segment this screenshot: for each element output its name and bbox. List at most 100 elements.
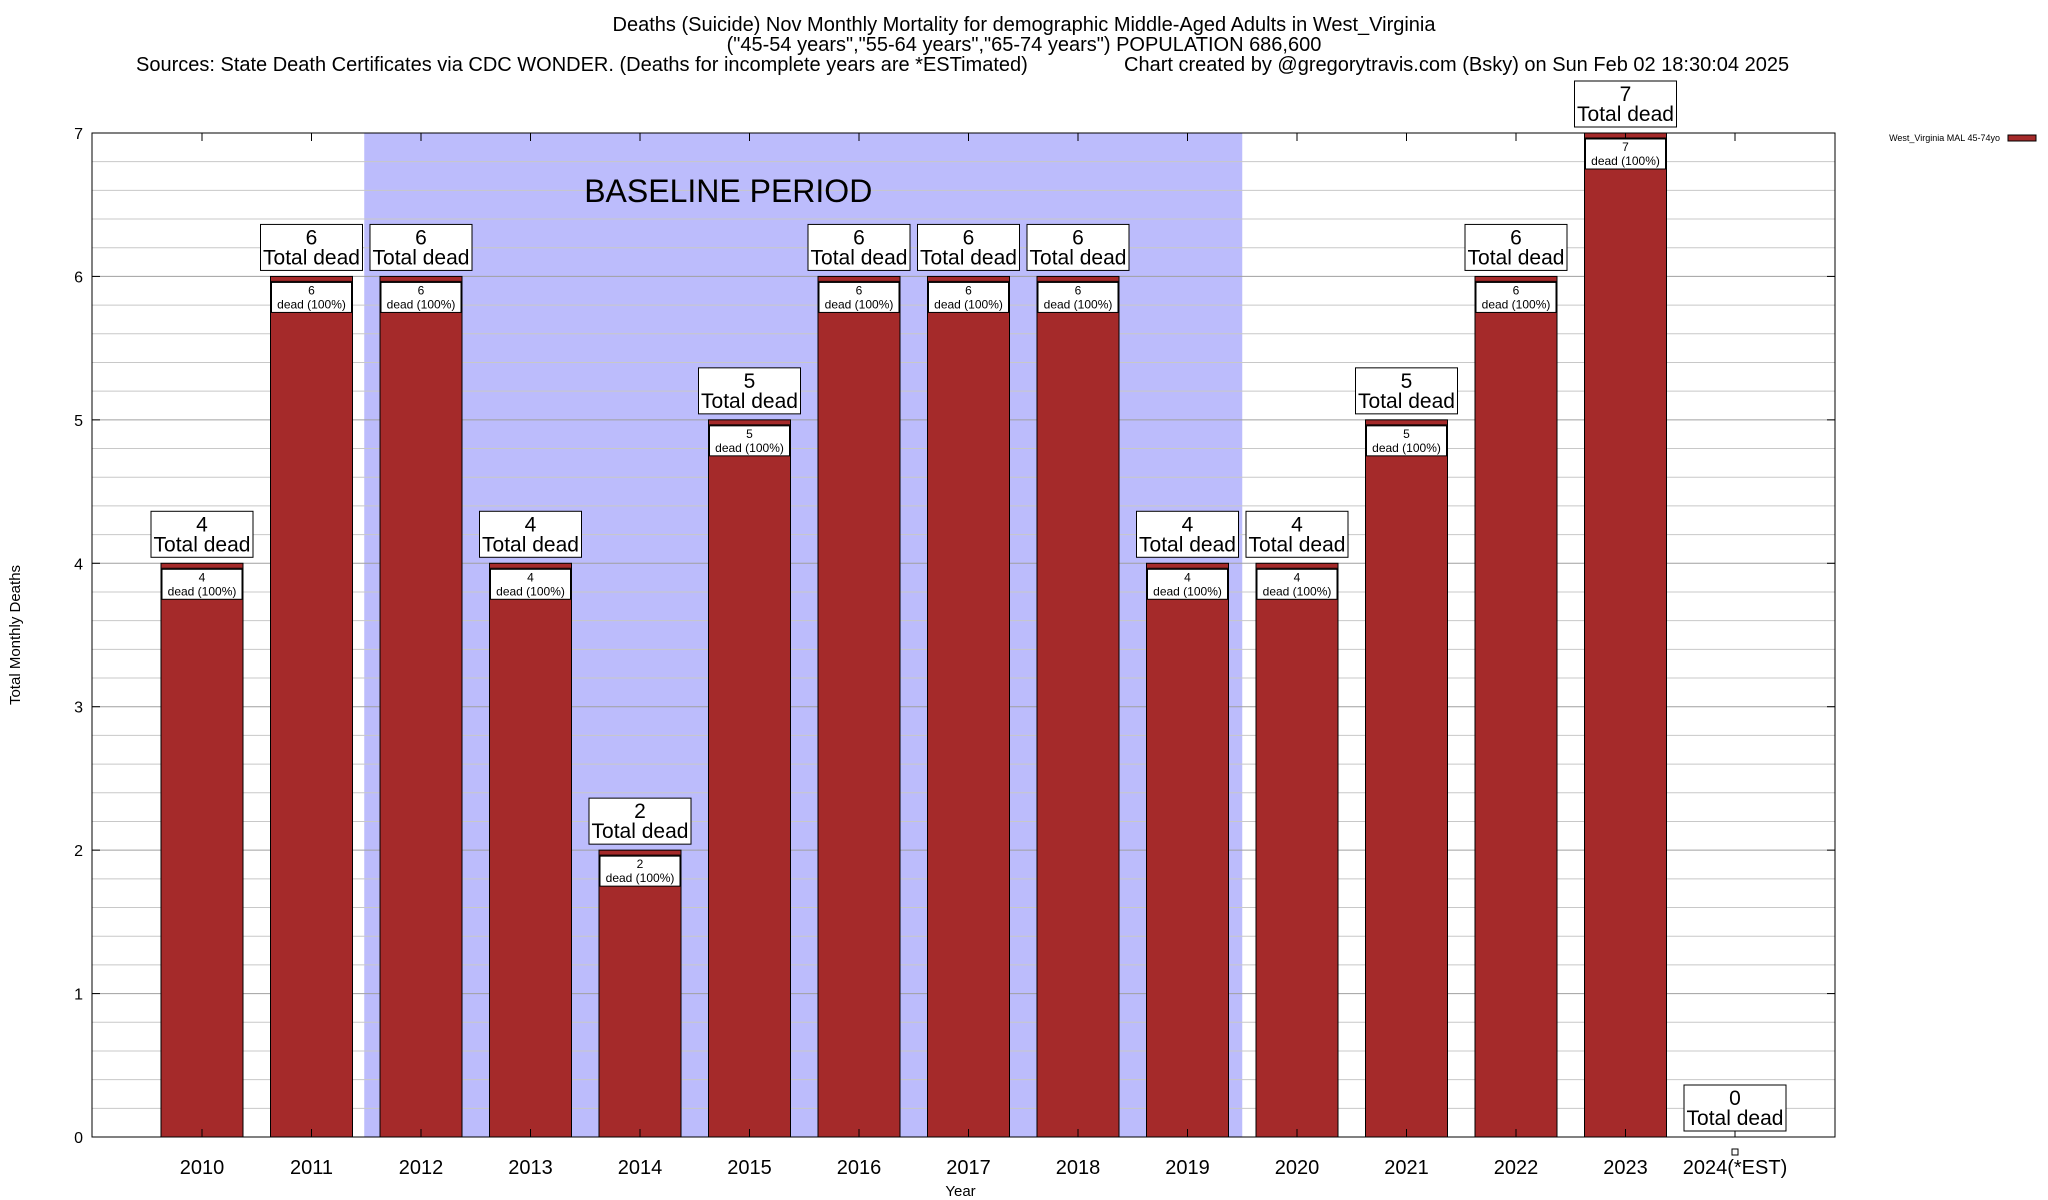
inner-count-label: 4 bbox=[1294, 570, 1301, 584]
total-dead-label: Total dead bbox=[482, 533, 579, 556]
y-tick-label: 6 bbox=[74, 269, 83, 286]
y-tick-label: 4 bbox=[74, 556, 83, 573]
inner-count-label: 4 bbox=[199, 570, 206, 584]
inner-percent-label: dead (100%) bbox=[1263, 584, 1332, 598]
inner-count-label: 6 bbox=[1513, 283, 1520, 297]
inner-percent-label: dead (100%) bbox=[1591, 154, 1660, 168]
y-tick-label: 2 bbox=[74, 843, 83, 860]
y-axis-title: Total Monthly Deaths bbox=[7, 565, 24, 705]
total-value-label: 4 bbox=[196, 513, 208, 536]
x-tick-label: 2015 bbox=[727, 1157, 772, 1179]
total-dead-label: Total dead bbox=[1249, 533, 1346, 556]
bar-2019 bbox=[1146, 562, 1229, 1138]
total-dead-label: Total dead bbox=[701, 390, 798, 413]
inner-count-label: 6 bbox=[418, 283, 425, 297]
total-label-box bbox=[807, 223, 911, 271]
bar-2022 bbox=[1474, 275, 1558, 1138]
inner-label-box bbox=[161, 568, 243, 600]
x-tick-label: 2014 bbox=[618, 1157, 663, 1179]
total-dead-label: Total dead bbox=[1030, 246, 1127, 269]
total-label-box bbox=[1245, 510, 1349, 558]
total-value-label: 4 bbox=[1182, 513, 1194, 536]
inner-label-box bbox=[599, 855, 681, 887]
inner-percent-label: dead (100%) bbox=[387, 297, 456, 311]
inner-percent-label: dead (100%) bbox=[1153, 584, 1222, 598]
total-value-label: 6 bbox=[415, 226, 427, 249]
bar-2010 bbox=[160, 562, 244, 1138]
total-value-label: 6 bbox=[963, 226, 975, 249]
inner-percent-label: dead (100%) bbox=[715, 441, 784, 455]
x-tick-label: 2018 bbox=[1056, 1157, 1101, 1179]
total-label-box bbox=[1026, 223, 1130, 271]
inner-count-label: 6 bbox=[965, 283, 972, 297]
inner-label-box bbox=[490, 568, 571, 600]
inner-count-label: 5 bbox=[1403, 427, 1410, 441]
x-axis-title: Year bbox=[945, 1183, 975, 1200]
inner-count-label: 6 bbox=[856, 283, 863, 297]
x-tick-label: 2023 bbox=[1603, 1157, 1648, 1179]
total-value-label: 5 bbox=[1401, 370, 1413, 393]
x-tick-label: 2016 bbox=[837, 1157, 882, 1179]
total-value-label: 7 bbox=[1620, 83, 1632, 106]
x-tick-label: 2010 bbox=[180, 1157, 225, 1179]
inner-label-box bbox=[380, 281, 462, 313]
total-dead-label: Total dead bbox=[1577, 103, 1674, 126]
y-tick-label: 7 bbox=[74, 126, 83, 143]
total-value-label: 4 bbox=[1291, 513, 1303, 536]
inner-label-box bbox=[1585, 138, 1666, 170]
inner-label-box bbox=[1256, 568, 1338, 600]
x-tick-label: 2020 bbox=[1275, 1157, 1320, 1179]
inner-percent-label: dead (100%) bbox=[1372, 441, 1441, 455]
x-tick-label: 2019 bbox=[1165, 1157, 1210, 1179]
y-tick-label: 0 bbox=[74, 1130, 83, 1147]
x-tick-label: 2024(*EST) bbox=[1683, 1157, 1788, 1179]
inner-label-box bbox=[928, 281, 1009, 313]
inner-percent-label: dead (100%) bbox=[606, 871, 675, 885]
total-value-label: 4 bbox=[525, 513, 537, 536]
total-value-label: 6 bbox=[1510, 226, 1522, 249]
x-tick-label: 2013 bbox=[508, 1157, 553, 1179]
bar-2020 bbox=[1255, 562, 1339, 1138]
inner-label-box bbox=[1475, 281, 1557, 313]
inner-label-box bbox=[709, 425, 790, 457]
x-tick-label: 2011 bbox=[290, 1157, 333, 1179]
y-tick-label: 5 bbox=[74, 413, 83, 430]
chart-credit-note: Chart created by @gregorytravis.com (Bsk… bbox=[1124, 54, 1790, 76]
total-dead-label: Total dead bbox=[154, 533, 251, 556]
chart-title-line-1: Deaths (Suicide) Nov Monthly Mortality f… bbox=[612, 14, 1436, 36]
legend-label: West_Virginia MAL 45-74yo bbox=[1889, 133, 2000, 143]
bar-2012 bbox=[379, 275, 463, 1138]
inner-percent-label: dead (100%) bbox=[1044, 297, 1113, 311]
inner-percent-label: dead (100%) bbox=[825, 297, 894, 311]
inner-label-box bbox=[818, 281, 900, 313]
inner-percent-label: dead (100%) bbox=[168, 584, 237, 598]
total-label-box bbox=[260, 223, 363, 271]
inner-label-box bbox=[1366, 425, 1447, 457]
total-label-box bbox=[1136, 510, 1239, 558]
inner-count-label: 5 bbox=[746, 427, 753, 441]
bar-2021 bbox=[1365, 419, 1448, 1138]
zero-value-marker bbox=[1731, 1148, 1739, 1156]
total-label-box bbox=[369, 223, 473, 271]
y-tick-label: 3 bbox=[74, 700, 83, 717]
bar-2023 bbox=[1584, 132, 1667, 1138]
bar-2016 bbox=[817, 275, 901, 1138]
plot-frame bbox=[91, 132, 1836, 1138]
total-value-label: 6 bbox=[306, 226, 318, 249]
total-value-label: 5 bbox=[744, 370, 756, 393]
inner-label-box bbox=[271, 281, 352, 313]
total-value-label: 0 bbox=[1729, 1087, 1741, 1110]
bar-2017 bbox=[927, 275, 1010, 1138]
total-dead-label: Total dead bbox=[592, 820, 689, 843]
baseline-period-label: BASELINE PERIOD bbox=[584, 173, 872, 209]
bar-2011 bbox=[270, 275, 353, 1138]
total-dead-label: Total dead bbox=[920, 246, 1017, 269]
total-dead-label: Total dead bbox=[263, 246, 360, 269]
inner-percent-label: dead (100%) bbox=[277, 297, 346, 311]
chart-title-line-2: ("45-54 years","55-64 years","65-74 year… bbox=[726, 34, 1322, 56]
total-label-box bbox=[479, 510, 582, 558]
inner-percent-label: dead (100%) bbox=[1482, 297, 1551, 311]
total-label-box bbox=[1574, 80, 1677, 128]
inner-count-label: 4 bbox=[527, 570, 534, 584]
